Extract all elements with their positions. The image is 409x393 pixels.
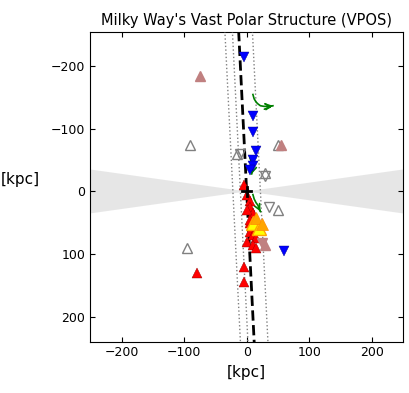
Polygon shape	[246, 169, 408, 214]
Title: Milky Way's Vast Polar Structure (VPOS): Milky Way's Vast Polar Structure (VPOS)	[101, 13, 391, 28]
Polygon shape	[84, 169, 246, 214]
X-axis label: [kpc]: [kpc]	[227, 365, 265, 380]
Y-axis label: [kpc]: [kpc]	[1, 172, 40, 187]
